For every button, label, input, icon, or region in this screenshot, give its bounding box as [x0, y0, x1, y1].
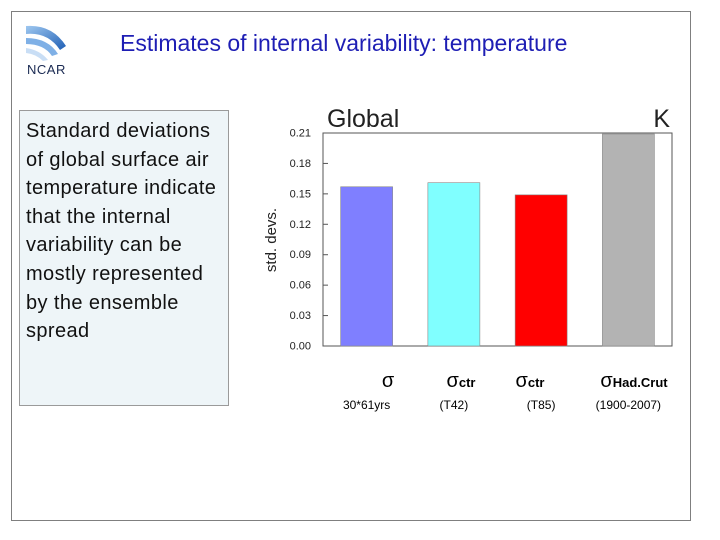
y-tick-label: 0.00	[290, 341, 311, 353]
category-sublabel-3: (T85)	[527, 398, 556, 412]
bar-4	[602, 133, 655, 347]
description-text: Standard deviations of global surface ai…	[26, 120, 217, 343]
y-axis-label: std. devs.	[263, 208, 280, 272]
y-tick-label: 0.03	[290, 310, 311, 322]
bar-3	[514, 194, 568, 347]
category-label-3: σctr	[516, 370, 545, 392]
y-tick-label: 0.15	[290, 188, 311, 200]
bar-2	[427, 182, 481, 347]
y-tick-label: 0.21	[290, 128, 311, 140]
description-box: Standard deviations of global surface ai…	[19, 110, 229, 406]
logo-text: NCAR	[27, 62, 66, 77]
category-sublabel-2: (T42)	[440, 398, 469, 412]
y-tick-label: 0.06	[290, 280, 311, 292]
ncar-logo-icon	[26, 25, 66, 61]
bar-1	[340, 186, 393, 347]
y-tick-label: 0.09	[290, 249, 311, 261]
unit-label: K	[653, 105, 670, 133]
category-sublabel-4: (1900-2007)	[596, 398, 661, 412]
y-tick-label: 0.18	[290, 158, 311, 170]
category-label-2: σctr	[447, 370, 476, 392]
category-label-1: σ	[382, 370, 395, 392]
slide-title: Estimates of internal variability: tempe…	[120, 30, 568, 56]
chart-title: Global	[327, 105, 399, 133]
y-tick-label: 0.12	[290, 219, 311, 231]
category-label-4: σHad.Crut	[600, 370, 668, 392]
slide-frame	[11, 11, 691, 521]
category-sublabel-1: 30*61yrs	[343, 398, 390, 412]
